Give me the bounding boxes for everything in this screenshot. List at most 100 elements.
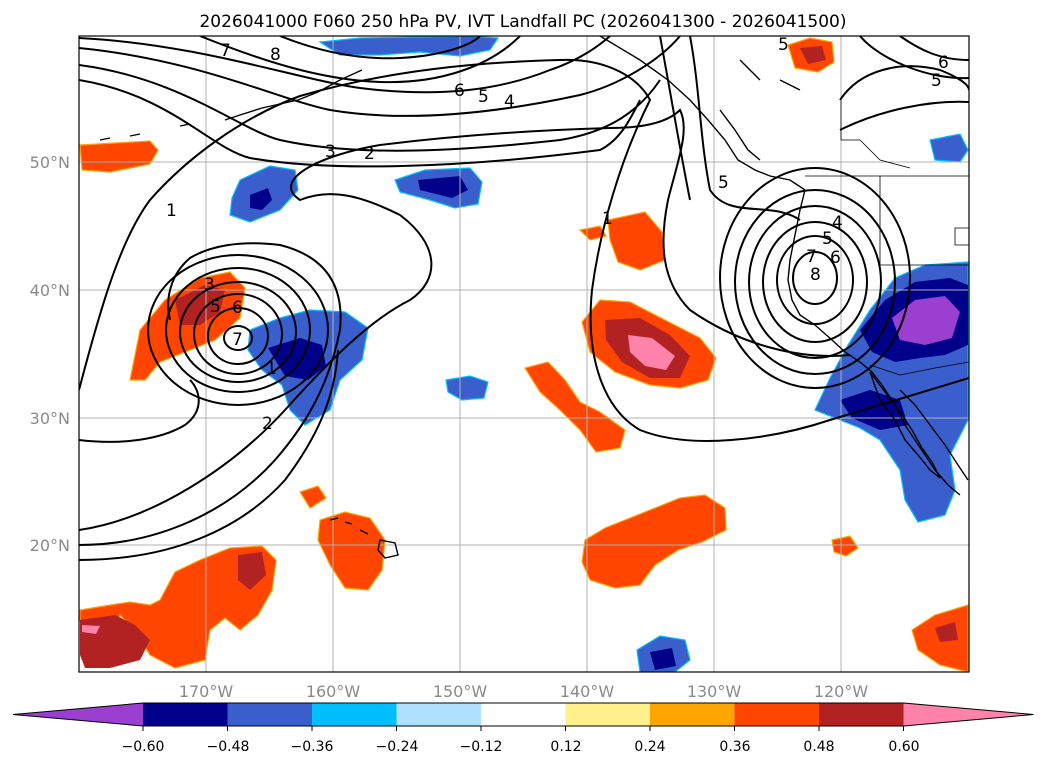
pv-low-ring xyxy=(165,267,311,393)
graticule xyxy=(79,36,969,672)
negative-anomaly-peak xyxy=(892,296,960,345)
colorbar-tick-label: 0.36 xyxy=(719,739,750,755)
pv-contour-north xyxy=(79,36,611,94)
colorbar-tick-label: −0.36 xyxy=(291,739,334,755)
contour-label: 6 xyxy=(454,81,465,101)
positive-anomaly-core xyxy=(935,622,958,642)
positive-anomaly-peak xyxy=(82,625,100,634)
lon-label: 140°W xyxy=(560,682,615,701)
lon-label: 150°W xyxy=(433,682,488,701)
pv-low-ring xyxy=(207,307,269,365)
positive-anomaly-core xyxy=(800,46,826,64)
pv-contour-north xyxy=(79,64,661,152)
pv-low-ring xyxy=(762,221,868,343)
pv-low-ring xyxy=(179,281,297,383)
positive-anomaly xyxy=(299,485,327,509)
colorbar-tick-label: 0.60 xyxy=(888,739,919,755)
colorbar-segment xyxy=(565,703,651,726)
contour-label: 7 xyxy=(806,247,817,267)
positive-anomaly xyxy=(79,545,277,669)
contour-label: 5 xyxy=(822,229,833,249)
colorbar-segment xyxy=(143,703,228,726)
positive-anomaly xyxy=(607,211,666,271)
aleutian-islands xyxy=(99,69,363,141)
negative-anomaly xyxy=(929,133,969,163)
contour-label: 1 xyxy=(602,209,613,229)
colorbar-tick-label: 0.48 xyxy=(803,739,834,755)
colorbar xyxy=(12,702,1034,731)
pv-low-ring xyxy=(193,293,283,375)
mexico-coast xyxy=(899,389,969,481)
contour-label: 6 xyxy=(232,298,243,318)
lat-label: 20°N xyxy=(30,536,70,555)
pv-contour-1 xyxy=(79,58,969,442)
contour-label: 6 xyxy=(830,248,841,268)
pv-low-ring xyxy=(792,251,838,305)
positive-anomaly-peak xyxy=(628,335,675,370)
positive-anomaly xyxy=(524,361,626,453)
hawaii-islands xyxy=(329,517,399,559)
positive-anomaly xyxy=(831,535,859,557)
pv-contour-5 xyxy=(79,379,200,443)
pv-contour-east xyxy=(839,100,969,131)
canada-coast xyxy=(719,59,801,161)
negative-anomaly xyxy=(445,375,489,401)
positive-anomaly-core xyxy=(238,552,266,590)
pv-contour-4 xyxy=(79,349,339,561)
pv-low-ring xyxy=(223,325,253,351)
contour-label: 2 xyxy=(364,144,375,164)
map-frame xyxy=(78,35,970,673)
map-title: 2026041000 F060 250 hPa PV, IVT Landfall… xyxy=(199,12,846,32)
lon-label: 160°W xyxy=(306,682,361,701)
lat-label: 40°N xyxy=(30,281,70,300)
pv-contour-north xyxy=(79,79,641,168)
lon-label: 170°W xyxy=(179,682,234,701)
negative-anomaly-core xyxy=(418,176,468,198)
latitude-labels: 50°N 40°N 30°N 20°N xyxy=(30,153,70,555)
pv-contour-north xyxy=(79,36,681,117)
pv-contour-east xyxy=(659,36,801,221)
pv-contour-east xyxy=(839,36,969,101)
colorbar-segment xyxy=(819,703,904,726)
colorbar-tick-labels: −0.60 −0.48 −0.36 −0.24 −0.12 0.12 0.24 … xyxy=(122,739,920,755)
contour-label: 5 xyxy=(478,87,489,107)
colorbar-segment xyxy=(312,703,397,726)
pv-contour-3 xyxy=(79,242,342,546)
pv-contour-north xyxy=(199,36,521,84)
colorbar-segment xyxy=(734,703,820,726)
longitude-labels: 170°W 160°W 150°W 140°W 130°W 120°W xyxy=(179,682,869,701)
pv-low-ring xyxy=(734,189,896,375)
colorbar-extend-high xyxy=(903,703,1034,726)
pv-low-ring xyxy=(147,254,329,406)
contour-label: 5 xyxy=(210,297,221,317)
colorbar-segment xyxy=(481,703,566,726)
colorbar-tick-label: 0.12 xyxy=(550,739,581,755)
colorbar-tick-label: −0.24 xyxy=(376,739,419,755)
colorbar-segment xyxy=(396,703,482,726)
negative-anomaly-core xyxy=(250,188,272,210)
pv-low-ring xyxy=(719,167,911,389)
lat-label: 30°N xyxy=(30,409,70,428)
colorbar-tick-label: −0.12 xyxy=(460,739,503,755)
positive-anomaly xyxy=(79,140,159,173)
pv-low-ring xyxy=(748,205,882,359)
contour-label: 3 xyxy=(204,275,215,295)
colorbar-segment xyxy=(650,703,735,726)
colorbar-extend-low xyxy=(13,703,143,726)
pv-contour-east xyxy=(899,36,969,61)
contour-label: 2 xyxy=(262,414,273,434)
map-panel: 7 8 6 5 4 3 2 1 1 3 5 6 7 2 1 5 4 5 7 6 xyxy=(30,35,970,701)
pv-contours xyxy=(79,36,969,561)
contour-label: 8 xyxy=(270,45,281,65)
contour-label: 6 xyxy=(938,53,949,73)
colorbar-tick-label: −0.60 xyxy=(122,739,165,755)
positive-anomaly-core xyxy=(175,285,225,325)
us-west-coast xyxy=(787,189,961,496)
contour-label: 4 xyxy=(504,92,515,112)
contour-label: 8 xyxy=(810,265,821,285)
contour-label: 5 xyxy=(718,173,729,193)
pv-low-ring xyxy=(776,235,854,325)
contour-label: 5 xyxy=(778,35,789,55)
colorbar-tick-label: −0.48 xyxy=(207,739,250,755)
